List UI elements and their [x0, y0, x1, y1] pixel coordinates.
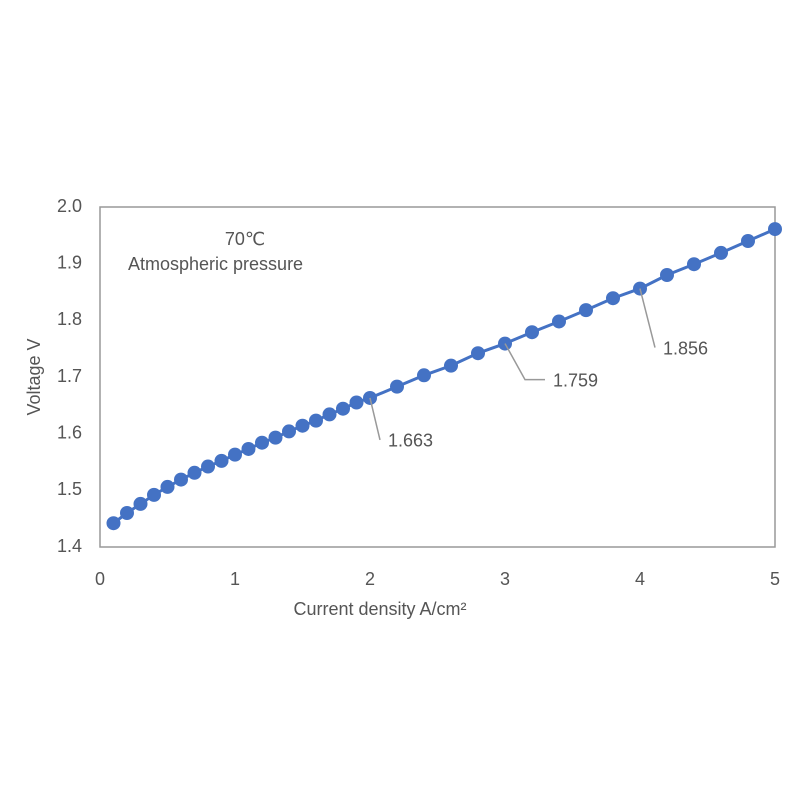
data-point	[349, 395, 364, 410]
data-point	[201, 459, 215, 474]
x-axis-title: Current density A/cm²	[293, 599, 466, 619]
data-point	[322, 407, 337, 422]
data-point	[241, 441, 256, 456]
data-point	[147, 487, 161, 502]
data-label: 1.663	[388, 431, 433, 451]
data-point	[228, 447, 242, 462]
data-point	[282, 424, 296, 439]
y-tick-label: 1.6	[57, 422, 82, 442]
x-tick-label: 0	[95, 569, 105, 589]
annotation: Atmospheric pressure	[128, 254, 303, 274]
data-point	[714, 245, 728, 260]
data-point	[390, 379, 404, 394]
y-tick-label: 1.7	[57, 366, 82, 386]
leader-line	[369, 397, 381, 441]
y-tick-label: 1.9	[57, 252, 82, 272]
x-tick-label: 5	[770, 569, 780, 589]
data-point	[417, 368, 431, 383]
data-point	[768, 222, 782, 237]
data-point	[174, 472, 188, 487]
data-point	[741, 234, 755, 248]
data-point	[471, 346, 485, 361]
y-tick-label: 1.8	[57, 309, 82, 329]
x-tick-label: 3	[500, 569, 510, 589]
y-tick-label: 2.0	[57, 196, 82, 216]
data-point	[309, 413, 323, 428]
data-point	[525, 325, 539, 340]
data-point	[120, 506, 134, 520]
leader-line	[639, 288, 656, 348]
data-point	[133, 496, 148, 511]
data-point	[214, 453, 229, 468]
data-point	[444, 358, 458, 373]
data-point	[660, 268, 674, 282]
data-point	[187, 465, 202, 480]
leader-line	[504, 343, 545, 381]
x-tick-label: 1	[230, 569, 240, 589]
data-point	[268, 430, 283, 445]
data-point	[552, 314, 566, 329]
data-point	[106, 516, 121, 531]
data-point	[687, 257, 701, 272]
y-axis-title: Voltage V	[24, 338, 44, 415]
data-point	[160, 479, 175, 494]
data-label: 1.856	[663, 338, 708, 358]
y-tick-label: 1.4	[57, 536, 82, 556]
data-point	[606, 291, 620, 306]
x-tick-label: 4	[635, 569, 645, 589]
data-point	[336, 401, 350, 416]
data-point	[295, 418, 310, 433]
annotation: 70℃	[225, 229, 265, 249]
y-tick-label: 1.5	[57, 479, 82, 499]
plot-frame	[99, 206, 776, 548]
data-point	[579, 303, 593, 318]
data-label: 1.759	[553, 370, 598, 390]
x-tick-label: 2	[365, 569, 375, 589]
data-point	[255, 435, 269, 450]
